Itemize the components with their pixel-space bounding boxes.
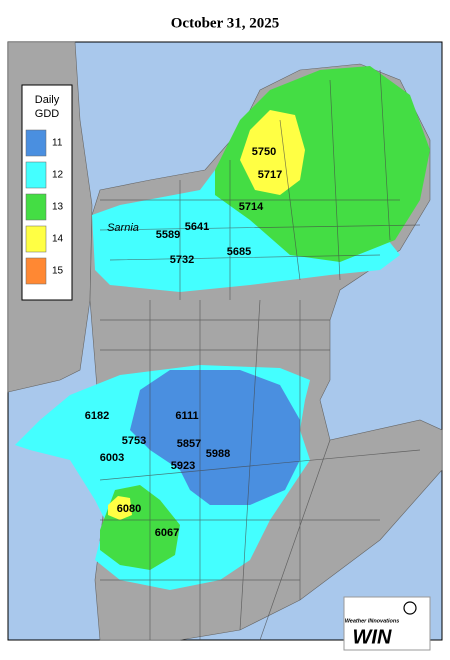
- station-value: 5753: [122, 435, 146, 447]
- station-value: 5589: [156, 229, 180, 241]
- legend-title: GDD: [35, 108, 60, 120]
- legend-label: 12: [52, 170, 64, 181]
- legend-swatch: [25, 225, 47, 253]
- station-value: 5641: [185, 221, 209, 233]
- logo-sun: [403, 601, 417, 615]
- legend-swatch: [25, 129, 47, 157]
- gdd-zones: [15, 66, 430, 590]
- legend-swatch: [25, 257, 47, 285]
- city-label: Sarnia: [107, 222, 139, 234]
- legend-items: 11 12 13 14 15: [25, 129, 64, 285]
- station-value: 5717: [258, 169, 282, 181]
- legend-label: 11: [52, 138, 63, 149]
- legend-swatch: [25, 193, 47, 221]
- station-value: 5923: [171, 460, 195, 472]
- logo-name: WIN: [353, 626, 392, 648]
- zone-12: [92, 168, 400, 292]
- legend-label: 14: [52, 234, 64, 245]
- station-value: 5732: [170, 254, 194, 266]
- logo-tagline: Weather INnovations: [345, 618, 400, 624]
- zone-14: [108, 496, 132, 520]
- legend-title: Daily: [35, 94, 60, 106]
- station-value: 6067: [155, 527, 179, 539]
- roads: [99, 69, 421, 641]
- station-value: 6182: [85, 410, 109, 422]
- station-value: 5750: [252, 146, 276, 158]
- station-value: 5857: [177, 438, 201, 450]
- zone-11: [130, 370, 300, 505]
- station-labels: Sarnia 5750 5717 5714 5641 5589 5685 5732 6182 61…: [85, 146, 282, 539]
- legend-label: 13: [52, 202, 64, 213]
- legend-label: 15: [52, 266, 64, 277]
- legend-swatch: [25, 161, 47, 189]
- station-value: 6111: [175, 410, 198, 422]
- station-value: 5714: [239, 201, 264, 213]
- station-value: 6003: [100, 452, 124, 464]
- station-value: 6080: [117, 503, 141, 515]
- station-value: 5685: [227, 246, 251, 258]
- station-value: 5988: [206, 448, 230, 460]
- map-title: October 31, 2025: [171, 15, 279, 31]
- zone-14: [240, 110, 305, 195]
